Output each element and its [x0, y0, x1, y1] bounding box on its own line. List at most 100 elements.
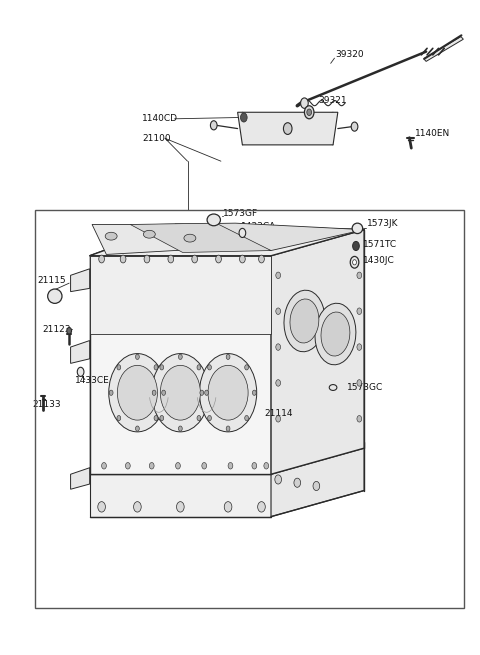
- Circle shape: [264, 462, 269, 469]
- Text: 21114: 21114: [264, 409, 292, 418]
- Circle shape: [283, 122, 292, 134]
- Circle shape: [307, 109, 312, 115]
- Circle shape: [179, 354, 182, 360]
- Circle shape: [304, 105, 314, 119]
- Circle shape: [240, 113, 247, 122]
- Circle shape: [204, 390, 208, 396]
- Circle shape: [192, 255, 198, 263]
- Circle shape: [176, 462, 180, 469]
- Polygon shape: [90, 255, 271, 334]
- Bar: [35, 210, 464, 608]
- Polygon shape: [424, 37, 463, 62]
- Ellipse shape: [315, 303, 356, 365]
- Circle shape: [351, 122, 358, 131]
- Circle shape: [208, 365, 248, 420]
- Circle shape: [276, 415, 281, 422]
- Circle shape: [313, 481, 320, 491]
- Circle shape: [357, 344, 362, 350]
- Circle shape: [357, 415, 362, 422]
- Circle shape: [353, 242, 360, 251]
- Circle shape: [160, 365, 200, 420]
- Circle shape: [177, 502, 184, 512]
- Polygon shape: [90, 441, 364, 468]
- Polygon shape: [90, 255, 271, 474]
- Circle shape: [239, 229, 246, 238]
- Circle shape: [202, 462, 206, 469]
- Polygon shape: [71, 269, 90, 291]
- Ellipse shape: [329, 384, 337, 390]
- Circle shape: [197, 415, 201, 421]
- Circle shape: [200, 390, 204, 396]
- Circle shape: [226, 426, 230, 431]
- Circle shape: [226, 354, 230, 360]
- Circle shape: [117, 365, 157, 420]
- Ellipse shape: [207, 214, 220, 226]
- Polygon shape: [92, 225, 254, 254]
- Circle shape: [216, 255, 221, 263]
- Circle shape: [252, 462, 257, 469]
- Circle shape: [154, 415, 158, 421]
- Circle shape: [102, 462, 107, 469]
- Circle shape: [109, 390, 113, 396]
- Circle shape: [300, 98, 308, 108]
- Circle shape: [224, 502, 232, 512]
- Circle shape: [162, 390, 166, 396]
- Text: 21115: 21115: [37, 276, 66, 285]
- Circle shape: [228, 462, 233, 469]
- Circle shape: [197, 365, 201, 370]
- Ellipse shape: [184, 234, 196, 242]
- Circle shape: [144, 255, 150, 263]
- Polygon shape: [90, 468, 271, 517]
- Circle shape: [168, 255, 174, 263]
- Circle shape: [258, 502, 265, 512]
- Circle shape: [99, 255, 105, 263]
- Circle shape: [245, 365, 249, 370]
- Circle shape: [98, 502, 106, 512]
- Circle shape: [117, 415, 121, 421]
- Text: 1140CD: 1140CD: [142, 114, 178, 123]
- Text: 1433CE: 1433CE: [75, 377, 110, 386]
- Polygon shape: [71, 468, 90, 489]
- Circle shape: [276, 308, 281, 314]
- Circle shape: [357, 272, 362, 278]
- Circle shape: [154, 365, 158, 370]
- Circle shape: [160, 415, 164, 421]
- Ellipse shape: [48, 289, 62, 303]
- Text: 1433CA: 1433CA: [241, 222, 276, 231]
- Circle shape: [77, 367, 84, 377]
- Polygon shape: [238, 112, 338, 145]
- Circle shape: [276, 344, 281, 350]
- Circle shape: [252, 390, 256, 396]
- Text: 21123: 21123: [42, 325, 71, 334]
- Circle shape: [160, 365, 164, 370]
- Circle shape: [133, 502, 141, 512]
- Polygon shape: [71, 341, 90, 364]
- Text: 1573JK: 1573JK: [366, 219, 398, 228]
- Ellipse shape: [352, 223, 363, 234]
- Circle shape: [135, 426, 139, 431]
- Circle shape: [353, 259, 357, 265]
- Text: 1571TC: 1571TC: [363, 240, 397, 248]
- Text: 1573GF: 1573GF: [223, 209, 258, 218]
- Circle shape: [210, 121, 217, 130]
- Circle shape: [276, 272, 281, 278]
- Polygon shape: [130, 223, 271, 252]
- Text: 1573GC: 1573GC: [348, 383, 384, 392]
- Circle shape: [208, 365, 211, 370]
- Circle shape: [275, 475, 281, 484]
- Text: 1430JC: 1430JC: [363, 257, 395, 265]
- Polygon shape: [271, 441, 364, 517]
- Circle shape: [357, 380, 362, 386]
- Circle shape: [240, 255, 245, 263]
- Polygon shape: [154, 223, 364, 251]
- Circle shape: [109, 354, 166, 432]
- Text: 1140EN: 1140EN: [415, 128, 450, 138]
- Circle shape: [117, 365, 121, 370]
- Ellipse shape: [321, 312, 350, 356]
- Text: 21133: 21133: [33, 400, 61, 409]
- Text: 39320: 39320: [336, 50, 364, 60]
- Circle shape: [245, 415, 249, 421]
- Ellipse shape: [105, 233, 117, 240]
- Circle shape: [208, 415, 211, 421]
- Text: 21100: 21100: [142, 134, 171, 143]
